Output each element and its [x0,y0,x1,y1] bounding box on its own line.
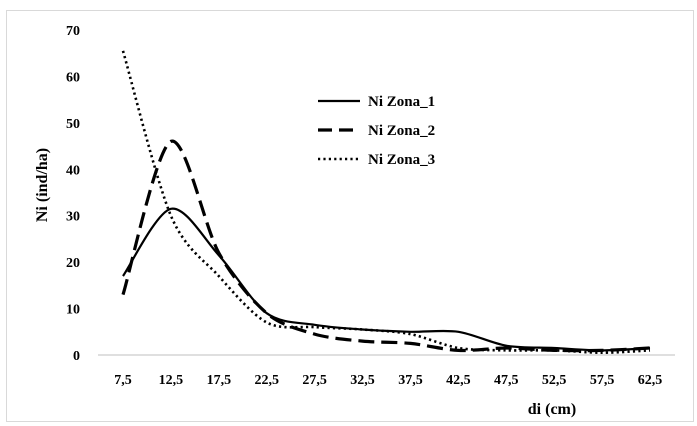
x-tick-label: 57,5 [590,373,615,388]
y-tick-label: 10 [66,303,80,318]
x-tick-label: 17,5 [207,373,232,388]
x-tick-label: 32,5 [350,373,375,388]
x-tick-label: 62,5 [638,373,663,388]
x-tick-label: 22,5 [254,373,279,388]
y-tick-label: 20 [66,256,80,271]
x-tick-label: 12,5 [159,373,184,388]
y-tick-label: 50 [66,117,80,132]
y-axis-ticks: 0 10 20 30 40 50 60 70 [66,24,80,364]
y-tick-label: 0 [73,349,80,364]
x-tick-label: 42,5 [446,373,471,388]
legend-label: Ni Zona_1 [368,94,435,110]
series-line-zona-1 [122,207,651,352]
y-tick-label: 30 [66,210,80,225]
series-line-zona-2 [121,139,651,353]
y-tick-label: 60 [66,70,80,85]
x-axis-title: di (cm) [528,401,576,418]
x-tick-label: 7,5 [114,373,132,388]
series-layer [121,50,651,355]
x-tick-label: 52,5 [542,373,567,388]
y-tick-label: 70 [66,24,80,39]
x-axis-ticks: 7,5 12,5 17,5 22,5 27,5 32,5 37,5 42,5 47,5 52,5 5… [114,373,662,388]
x-tick-label: 27,5 [302,373,327,388]
legend-label: Ni Zona_3 [368,152,435,168]
chart-frame [6,10,694,422]
legend: Ni Zona_1 Ni Zona_2 Ni Zona_3 [318,94,435,168]
series-line-zona-3 [121,50,651,355]
x-tick-label: 37,5 [398,373,423,388]
y-tick-label: 40 [66,163,80,178]
legend-label: Ni Zona_2 [368,123,435,139]
x-tick-label: 47,5 [494,373,519,388]
y-axis-title: Ni (ind/ha) [34,148,51,222]
